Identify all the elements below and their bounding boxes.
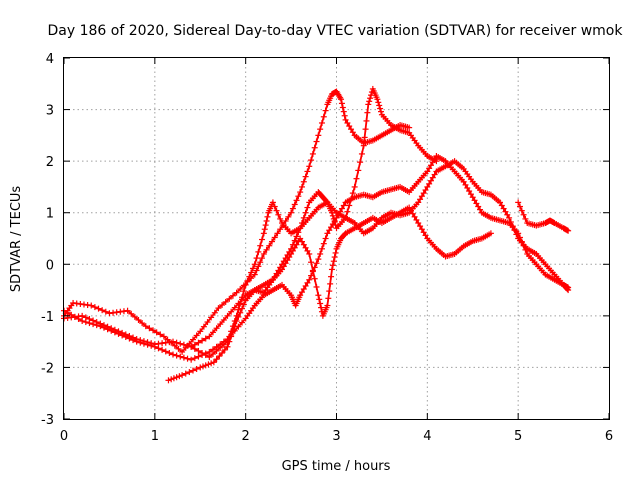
x-axis-label: GPS time / hours [282,459,391,474]
y-tick-label: -1 [41,310,54,325]
series-3 [61,152,572,363]
y-tick-label: 2 [46,155,54,170]
y-tick-label: -2 [41,361,54,376]
y-tick-label: -3 [41,413,54,428]
y-axis-label: SDTVAR / TECUs [9,186,24,293]
plus-markers [515,199,572,234]
y-tick-label: 1 [46,207,54,222]
x-tick-label: 3 [332,429,340,444]
grid [64,58,609,419]
x-tick-label: 2 [242,429,250,444]
series-2 [61,85,440,350]
x-tick-label: 0 [60,429,68,444]
y-tick-labels: -3 -2 -1 0 1 2 3 4 [41,52,54,428]
plus-markers [61,85,440,350]
series-6 [515,199,572,234]
plus-markers [61,152,572,363]
y-tick-label: 3 [46,104,54,119]
x-tick-labels: 0 1 2 3 4 5 6 [60,429,613,444]
x-tick-label: 1 [151,429,159,444]
series-group [61,85,572,384]
series-line [63,155,569,361]
series-5 [188,158,572,361]
x-tick-label: 4 [423,429,431,444]
axis-ticks [63,57,610,420]
plot-frame [63,57,610,420]
chart-title: Day 186 of 2020, Sidereal Day-to-day VTE… [48,23,624,39]
x-tick-label: 5 [514,429,522,444]
plus-markers [188,158,572,361]
y-tick-label: 4 [46,52,54,67]
x-tick-label: 6 [605,429,613,444]
y-tick-label: 0 [46,258,54,273]
